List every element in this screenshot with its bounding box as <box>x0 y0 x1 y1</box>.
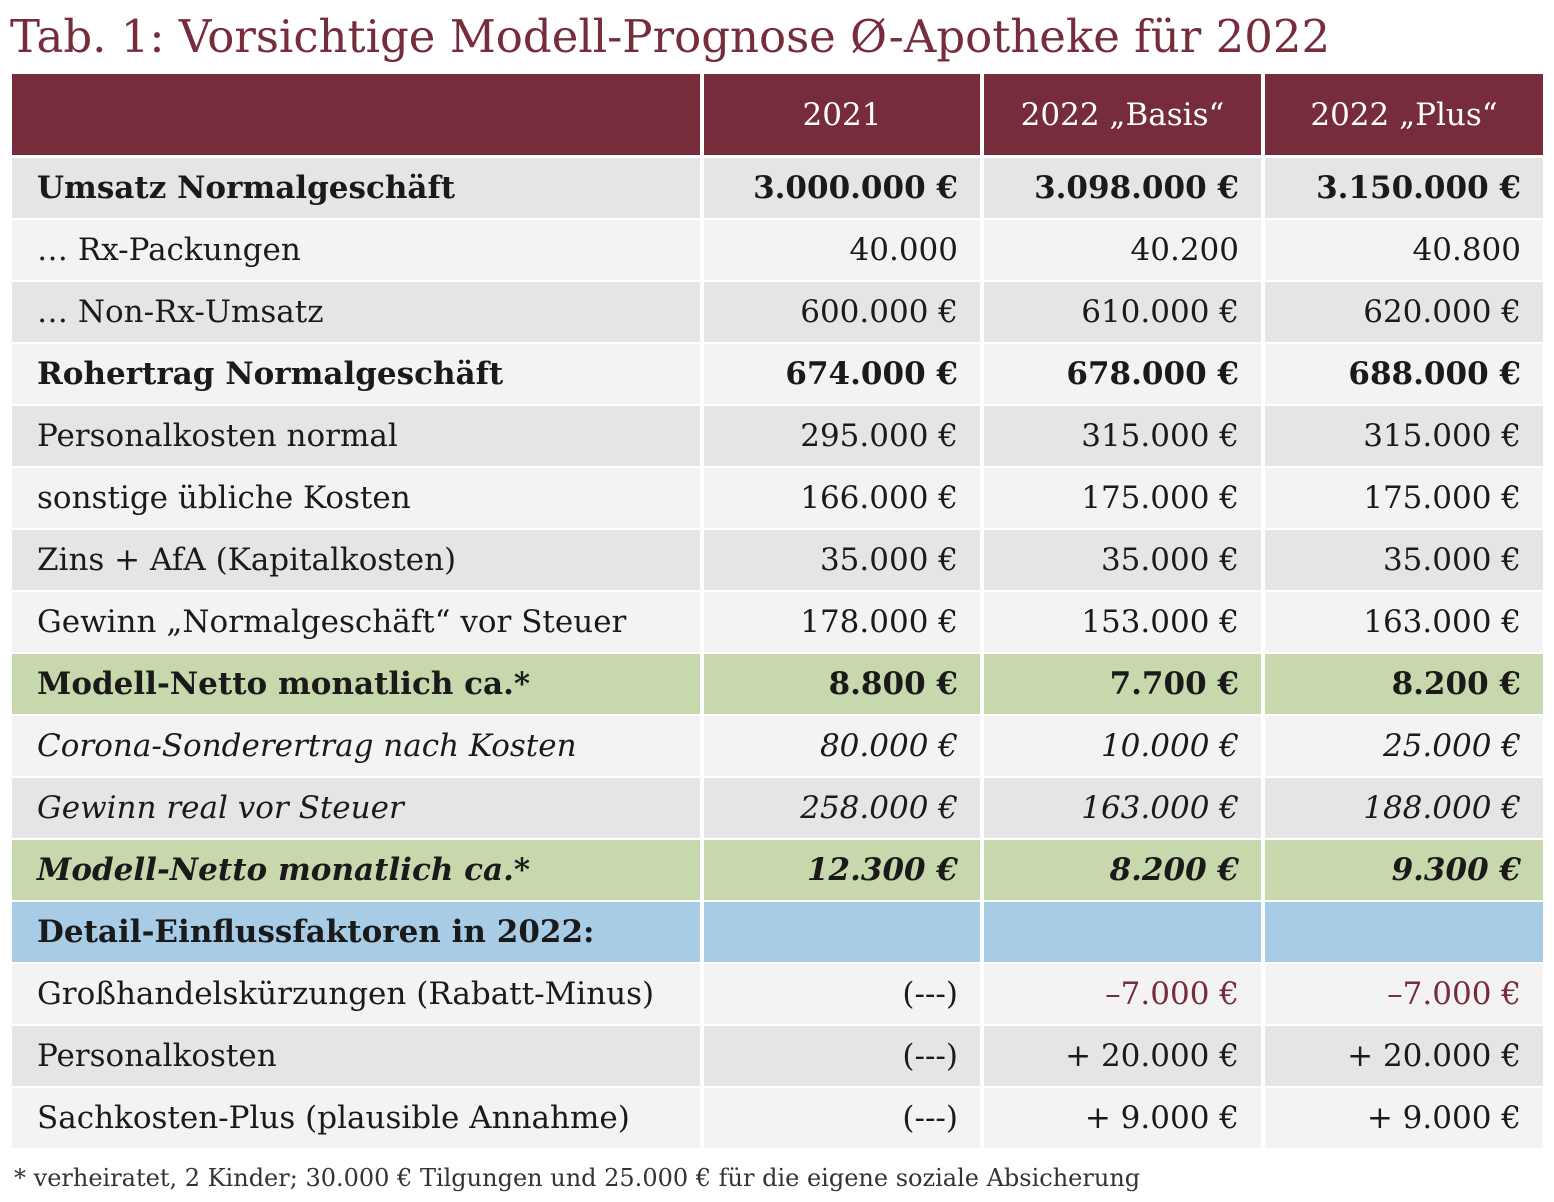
header-cell-2022-plus: 2022 „Plus“ <box>1265 74 1543 155</box>
cell-2021: 258.000 € <box>704 778 980 838</box>
cell-2022-plus: 25.000 € <box>1265 716 1543 776</box>
row-label: Gewinn real vor Steuer <box>12 778 700 838</box>
row-label: Zins + AfA (Kapitalkosten) <box>12 530 700 590</box>
cell-2022-basis: + 9.000 € <box>984 1088 1261 1148</box>
table-row: Gewinn real vor Steuer 258.000 €163.000 €… <box>12 778 1543 838</box>
header-cell-2021: 2021 <box>704 74 980 155</box>
cell-2021: (---) <box>704 964 980 1024</box>
cell-2021: 674.000 € <box>704 344 980 404</box>
table-row: Personalkosten (---) + 20.000 € + 20.000 € <box>12 1026 1543 1086</box>
cell-2022-plus: 315.000 € <box>1265 406 1543 466</box>
table-row: Sachkosten-Plus (plausible Annahme) (---)… <box>12 1088 1543 1148</box>
table-row: Modell-Netto monatlich ca.* 12.300 €8.200… <box>12 840 1543 900</box>
table-row: Rohertrag Normalgeschäft 674.000 €678.000… <box>12 344 1543 404</box>
row-label: Rohertrag Normalgeschäft <box>12 344 700 404</box>
cell-2021: 40.000 <box>704 220 980 280</box>
cell-2022-basis: 35.000 € <box>984 530 1261 590</box>
table-row: … Rx-Packungen 40.000 40.200 40.800 <box>12 220 1543 280</box>
row-label: Corona-Sonderertrag nach Kosten <box>12 716 700 776</box>
cell-2022-plus: 40.800 <box>1265 220 1543 280</box>
cell-2022-basis: 10.000 € <box>984 716 1261 776</box>
row-label: … Non-Rx-Umsatz <box>12 282 700 342</box>
cell-2021: (---) <box>704 1026 980 1086</box>
cell-2022-plus: 3.150.000 € <box>1265 158 1543 218</box>
cell-2022-plus: 35.000 € <box>1265 530 1543 590</box>
cell-2021: 166.000 € <box>704 468 980 528</box>
cell-2022-plus: 620.000 € <box>1265 282 1543 342</box>
table-row: Umsatz Normalgeschäft 3.000.000 €3.098.00… <box>12 158 1543 218</box>
table-header-row: 2021 2022 „Basis“ 2022 „Plus“ <box>12 74 1543 155</box>
row-label: Modell-Netto monatlich ca.* <box>12 840 700 900</box>
row-label: Umsatz Normalgeschäft <box>12 158 700 218</box>
cell-2021: 12.300 € <box>704 840 980 900</box>
cell-2022-plus: 175.000 € <box>1265 468 1543 528</box>
cell-2021: 3.000.000 € <box>704 158 980 218</box>
forecast-table: 2021 2022 „Basis“ 2022 „Plus“ Umsatz Nor… <box>12 74 1543 1152</box>
cell-2022-basis: + 20.000 € <box>984 1026 1261 1086</box>
cell-2022-basis: 153.000 € <box>984 592 1261 652</box>
table-row: Zins + AfA (Kapitalkosten) 35.000 €35.000… <box>12 530 1543 590</box>
header-cell-label <box>12 74 700 155</box>
cell-2022-basis: 40.200 <box>984 220 1261 280</box>
cell-2022-plus: 688.000 € <box>1265 344 1543 404</box>
table-row: Großhandelskürzungen (Rabatt-Minus) (---)… <box>12 964 1543 1024</box>
cell-2021: 295.000 € <box>704 406 980 466</box>
row-label: … Rx-Packungen <box>12 220 700 280</box>
cell-2021: 8.800 € <box>704 654 980 714</box>
cell-2021: 178.000 € <box>704 592 980 652</box>
row-label: Detail-Einflussfaktoren in 2022: <box>12 902 700 962</box>
cell-2022-basis <box>984 902 1261 962</box>
cell-2022-basis: 610.000 € <box>984 282 1261 342</box>
row-label: Personalkosten normal <box>12 406 700 466</box>
row-label: Großhandelskürzungen (Rabatt-Minus) <box>12 964 700 1024</box>
cell-2021: (---) <box>704 1088 980 1148</box>
row-label: sonstige übliche Kosten <box>12 468 700 528</box>
cell-2022-basis: 8.200 € <box>984 840 1261 900</box>
cell-2022-plus: 9.300 € <box>1265 840 1543 900</box>
cell-2022-plus: + 9.000 € <box>1265 1088 1543 1148</box>
cell-2022-basis: 315.000 € <box>984 406 1261 466</box>
table-row: … Non-Rx-Umsatz 600.000 €610.000 €620.000… <box>12 282 1543 342</box>
cell-2022-basis: 163.000 € <box>984 778 1261 838</box>
row-label: Personalkosten <box>12 1026 700 1086</box>
cell-2022-basis: 678.000 € <box>984 344 1261 404</box>
row-label: Gewinn „Normalgeschäft“ vor Steuer <box>12 592 700 652</box>
cell-2021: 600.000 € <box>704 282 980 342</box>
table-title: Tab. 1: Vorsichtige Modell-Prognose Ø-Ap… <box>10 10 1331 63</box>
cell-2022-basis: –7.000 € <box>984 964 1261 1024</box>
cell-2022-basis: 3.098.000 € <box>984 158 1261 218</box>
table-row: Personalkosten normal 295.000 €315.000 €3… <box>12 406 1543 466</box>
cell-2022-plus: 8.200 € <box>1265 654 1543 714</box>
table-row: sonstige übliche Kosten 166.000 €175.000 … <box>12 468 1543 528</box>
table-row: Corona-Sonderertrag nach Kosten 80.000 €1… <box>12 716 1543 776</box>
row-label: Modell-Netto monatlich ca.* <box>12 654 700 714</box>
cell-2022-basis: 7.700 € <box>984 654 1261 714</box>
table-row: Detail-Einflussfaktoren in 2022: <box>12 902 1543 962</box>
cell-2021 <box>704 902 980 962</box>
row-label: Sachkosten-Plus (plausible Annahme) <box>12 1088 700 1148</box>
cell-2022-plus: 163.000 € <box>1265 592 1543 652</box>
footnote: * verheiratet, 2 Kinder; 30.000 € Tilgun… <box>14 1164 1141 1192</box>
table-row: Modell-Netto monatlich ca.* 8.800 €7.700 … <box>12 654 1543 714</box>
table-row: Gewinn „Normalgeschäft“ vor Steuer 178.00… <box>12 592 1543 652</box>
cell-2021: 35.000 € <box>704 530 980 590</box>
header-cell-2022-basis: 2022 „Basis“ <box>984 74 1261 155</box>
cell-2022-plus: + 20.000 € <box>1265 1026 1543 1086</box>
cell-2022-plus <box>1265 902 1543 962</box>
cell-2021: 80.000 € <box>704 716 980 776</box>
cell-2022-basis: 175.000 € <box>984 468 1261 528</box>
cell-2022-plus: –7.000 € <box>1265 964 1543 1024</box>
cell-2022-plus: 188.000 € <box>1265 778 1543 838</box>
